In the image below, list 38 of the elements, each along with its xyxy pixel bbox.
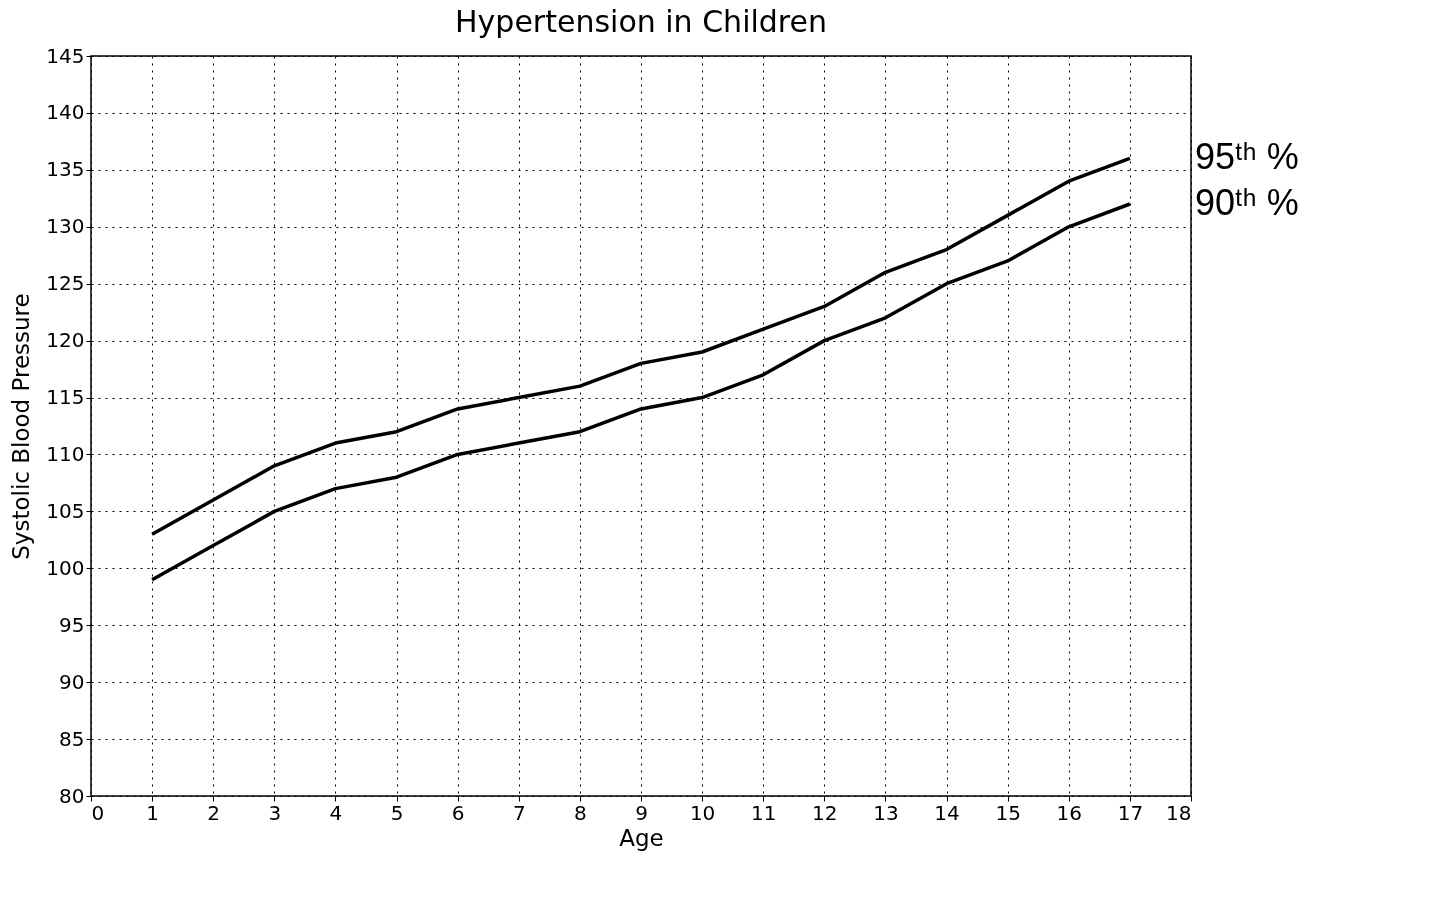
x-tick-label: 13 [873, 800, 899, 825]
x-tick-label: 7 [512, 800, 526, 825]
series-label: 90ᵗʰ % [1194, 182, 1299, 223]
x-tick-label: 14 [934, 800, 960, 825]
y-tick-label: 80 [59, 783, 85, 808]
x-tick-label: 2 [207, 800, 221, 825]
x-tick-label: 5 [390, 800, 404, 825]
y-tick-label: 115 [46, 385, 85, 410]
y-tick-label: 135 [46, 157, 85, 182]
y-tick-label: 120 [46, 328, 85, 353]
y-tick-label: 145 [46, 43, 85, 68]
x-tick-label: 16 [1056, 800, 1082, 825]
x-tick-label: 4 [329, 800, 343, 825]
x-tick-label: 1 [146, 800, 159, 825]
y-tick-label: 95 [59, 612, 85, 637]
x-tick-label: 18 [1166, 800, 1192, 825]
x-tick-label: 6 [451, 800, 465, 825]
x-tick-label: 0 [91, 800, 105, 825]
x-tick-label: 3 [268, 800, 282, 825]
y-tick-label: 90 [59, 669, 85, 694]
x-tick-label: 17 [1117, 800, 1144, 825]
y-tick-label: 105 [46, 498, 85, 523]
series-label: 95ᵗʰ % [1194, 136, 1299, 178]
y-tick-label: 125 [46, 271, 85, 296]
x-tick-label: 10 [689, 800, 716, 825]
y-tick-label: 85 [59, 726, 85, 751]
x-tick-label: 8 [574, 800, 587, 825]
x-axis-title: Age [619, 824, 664, 851]
y-tick-label: 110 [46, 441, 85, 466]
y-tick-label: 100 [46, 555, 85, 580]
y-tick-label: 130 [46, 214, 85, 239]
y-axis-title: Systolic Blood Pressure [8, 293, 35, 560]
chart-title: Hypertension in Children [455, 4, 827, 39]
x-tick-label: 9 [635, 800, 648, 825]
x-tick-label: 12 [812, 800, 838, 825]
x-tick-label: 11 [751, 800, 777, 825]
x-tick-label: 15 [995, 800, 1021, 825]
y-tick-label: 140 [46, 100, 85, 125]
